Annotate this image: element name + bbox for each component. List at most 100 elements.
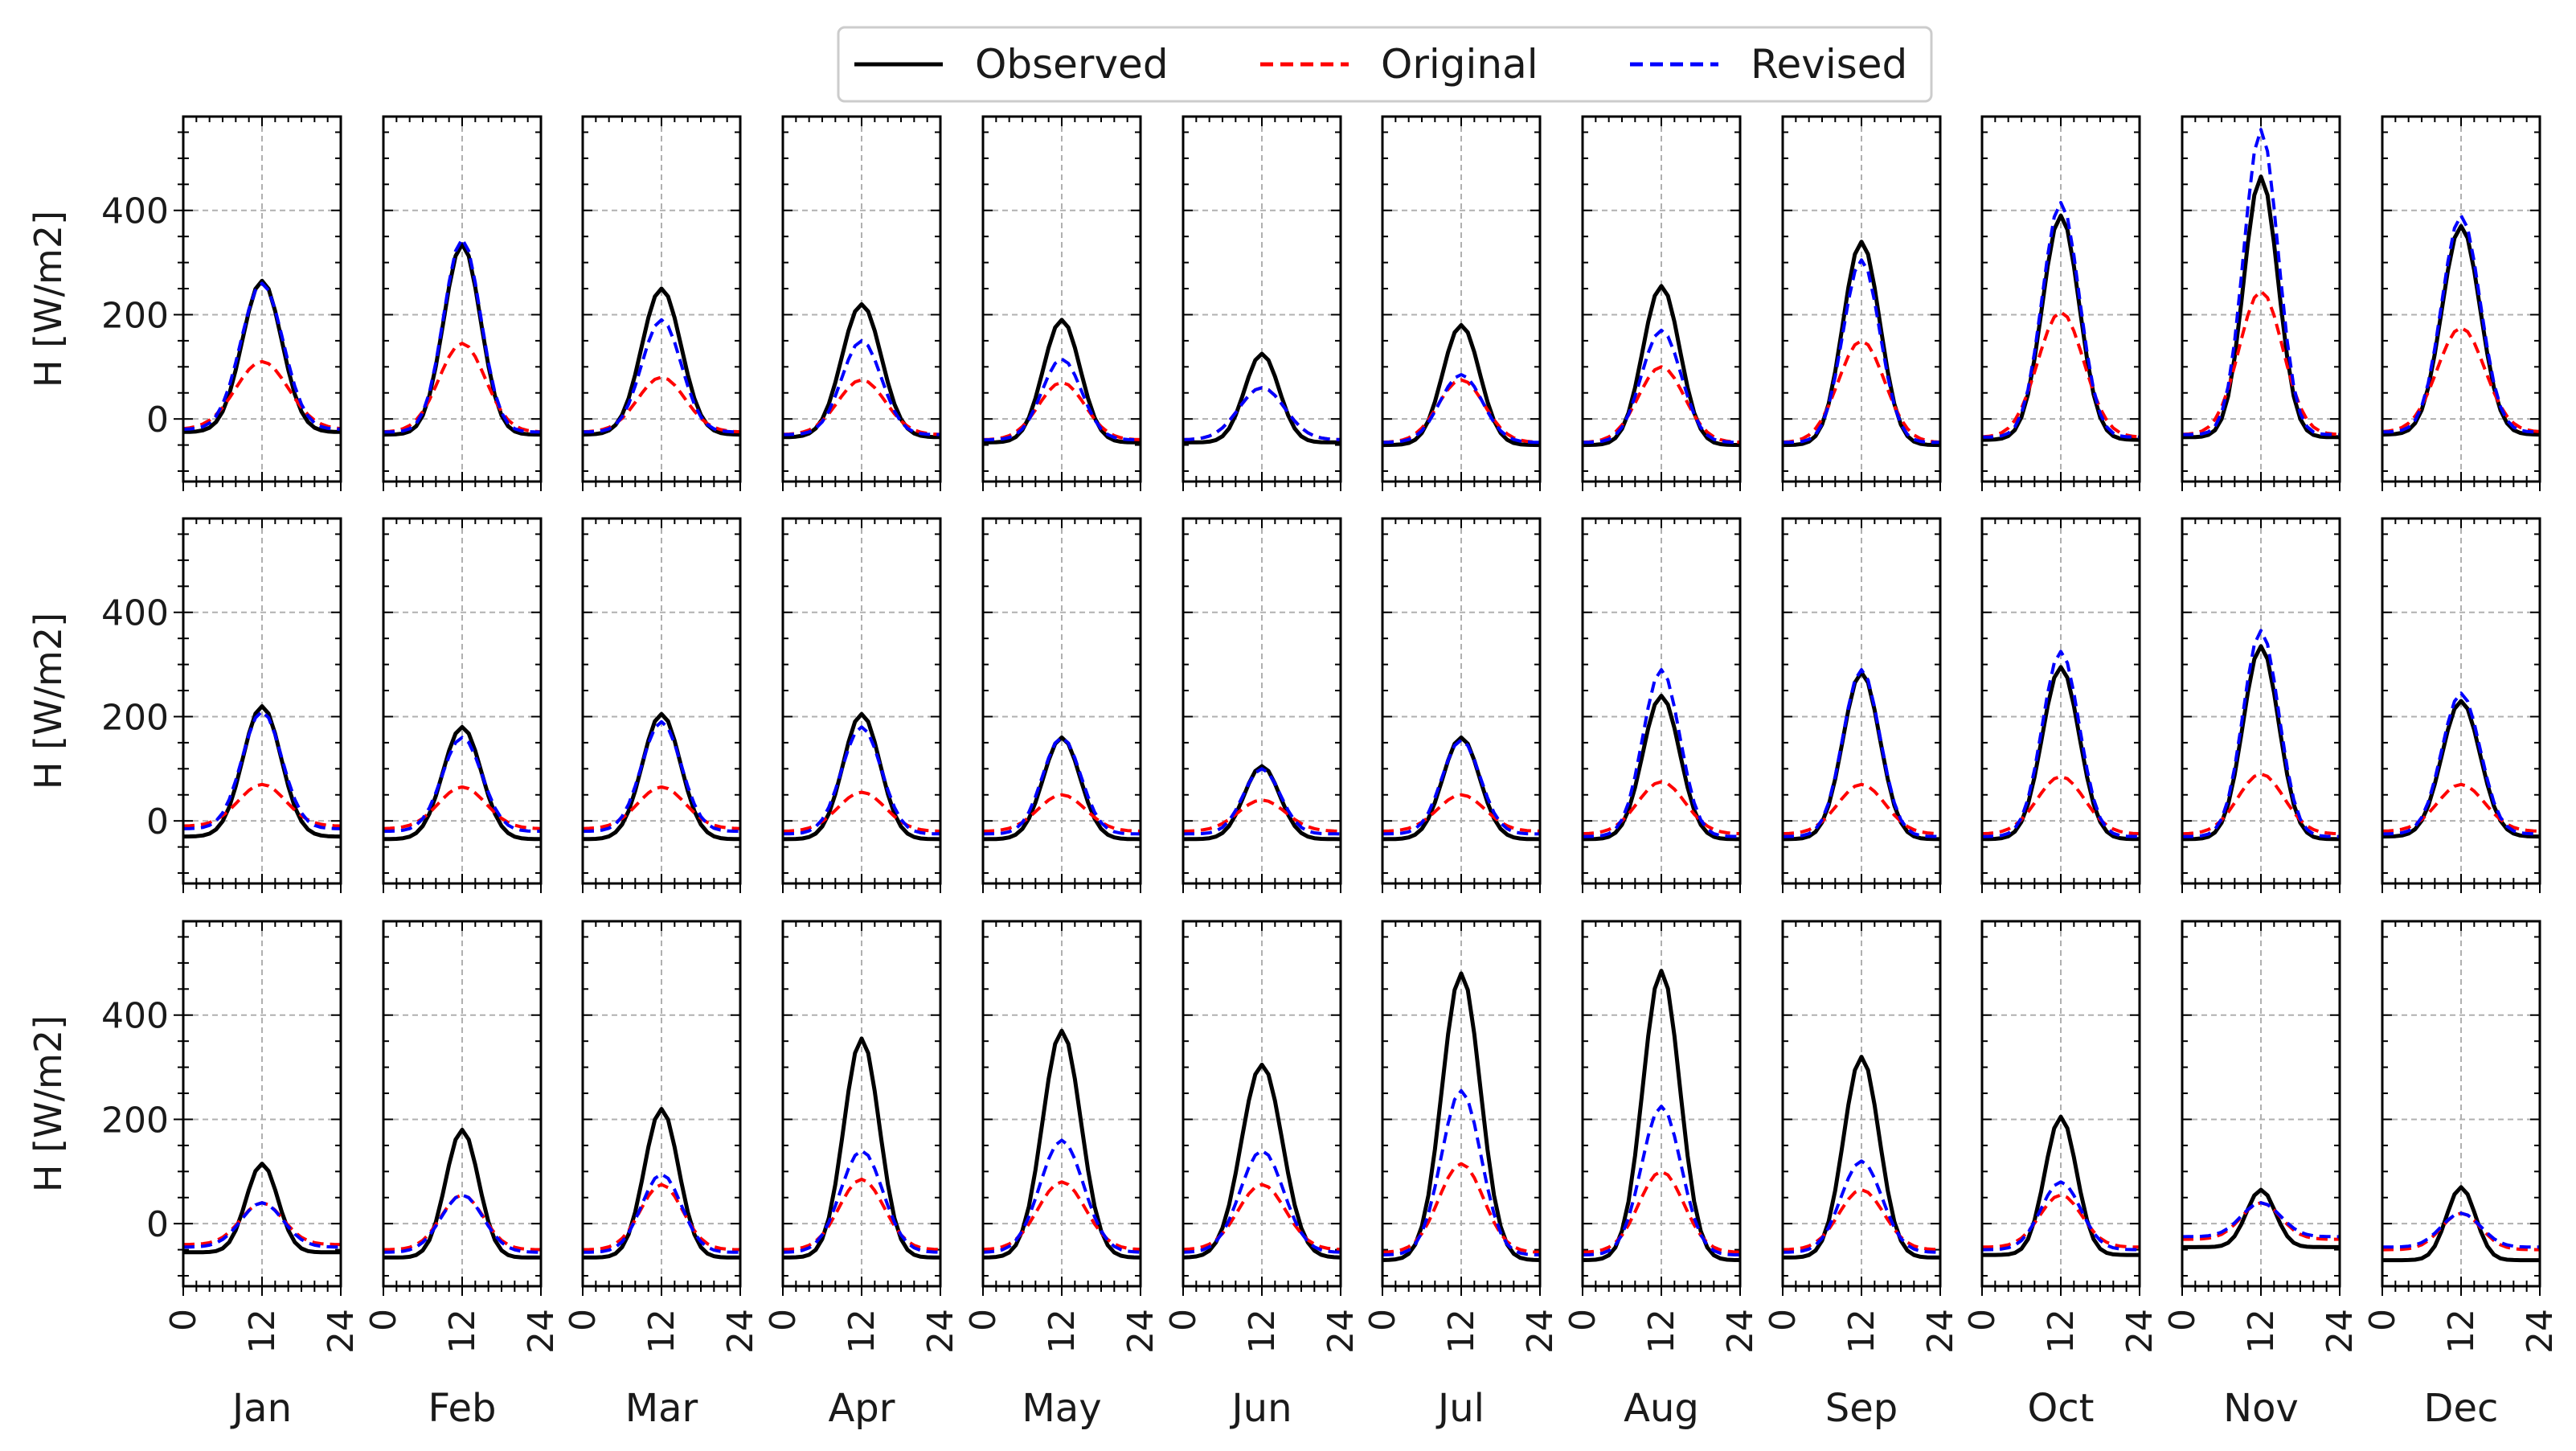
- series-original-may: [982, 793, 1141, 833]
- panel-frame: [581, 920, 742, 1288]
- series-revised-jan: [182, 710, 342, 830]
- series-original-sep: [1782, 782, 1941, 836]
- series-original-jul: [1382, 1162, 1541, 1254]
- series-original-oct: [1981, 775, 2140, 836]
- panel-nov-row2: [2181, 517, 2341, 893]
- x-tick-label: 12: [1641, 1309, 1682, 1354]
- panel-frame: [1182, 517, 1342, 885]
- x-tick-label: 24: [1120, 1309, 1161, 1354]
- x-tick-label: 24: [920, 1309, 961, 1354]
- panel-frame: [1581, 920, 1742, 1288]
- panel-frame: [581, 517, 742, 885]
- panel-oct-row2: [1980, 517, 2141, 893]
- series-observed-apr: [783, 1036, 940, 1260]
- x-tick-label: 12: [641, 1309, 682, 1354]
- panel-jan-row3: 0 200 400 H [W/m2] 0 12 24 Jan: [27, 920, 362, 1431]
- panel-frame: [2181, 920, 2341, 1288]
- series-revised-aug: [1582, 328, 1741, 445]
- panel-frame: [1781, 115, 1942, 483]
- y-axis-label: H [W/m2]: [27, 1015, 70, 1192]
- x-tick-label: 12: [2441, 1309, 2482, 1354]
- series-revised-may: [982, 357, 1141, 442]
- series-original-apr: [782, 790, 941, 833]
- x-tick-label: 24: [521, 1309, 562, 1354]
- series-observed-mar: [583, 1107, 740, 1260]
- x-tick-label: 24: [1520, 1309, 1561, 1354]
- panel-nov-row3: 0 12 24 Nov: [2162, 920, 2361, 1431]
- x-tick-label: 12: [842, 1309, 883, 1354]
- panel-frame: [182, 115, 342, 483]
- series-observed-jun: [1182, 764, 1341, 842]
- x-tick-label: 0: [1562, 1309, 1603, 1331]
- panel-frame: [182, 920, 342, 1288]
- series-revised-apr: [782, 725, 941, 836]
- x-tick-label: 12: [1841, 1309, 1882, 1354]
- panel-frame: [382, 115, 543, 483]
- x-tick-label: 0: [1163, 1309, 1204, 1331]
- panel-aug-row3: 0 12 24 Aug: [1562, 920, 1761, 1431]
- series-observed-may: [982, 1028, 1141, 1260]
- panel-frame: [1581, 115, 1742, 483]
- month-label-jul: Jul: [1435, 1386, 1485, 1431]
- panel-frame: [781, 920, 942, 1288]
- series-revised-jan: [182, 281, 342, 431]
- month-label-dec: Dec: [2424, 1386, 2499, 1431]
- x-tick-label: 24: [1720, 1309, 1761, 1354]
- series-original-dec: [2381, 326, 2541, 433]
- panel-frame: [382, 517, 543, 885]
- month-label-mar: Mar: [625, 1386, 698, 1431]
- month-label-aug: Aug: [1624, 1386, 1699, 1431]
- panel-nov-row1: [2181, 115, 2341, 491]
- series-observed-jun: [1182, 351, 1341, 445]
- series-revised-apr: [782, 1149, 941, 1254]
- series-original-jan: [182, 782, 342, 828]
- panel-grid: 0 200 400 H [W/m2] 0 200 400 H [W/m2] 0 200 400 H […: [27, 115, 2561, 1431]
- series-observed-jan: [182, 704, 342, 839]
- series-observed-may: [982, 735, 1141, 842]
- panel-frame: [781, 517, 942, 885]
- panel-mar-row1: [581, 115, 742, 491]
- month-label-nov: Nov: [2223, 1386, 2299, 1431]
- panel-jun-row1: [1182, 115, 1342, 491]
- series-original-feb: [383, 342, 542, 434]
- panel-frame: [581, 115, 742, 483]
- panel-may-row2: [981, 517, 1142, 893]
- x-tick-label: 0: [2362, 1309, 2403, 1331]
- series-revised-nov: [2182, 128, 2340, 437]
- panel-frame: [981, 115, 1142, 483]
- panel-frame: [2181, 517, 2341, 885]
- month-label-feb: Feb: [428, 1386, 497, 1431]
- x-tick-label: 12: [442, 1309, 483, 1354]
- panel-mar-row2: [581, 517, 742, 893]
- x-tick-label: 0: [1362, 1309, 1403, 1331]
- legend-label-observed: Observed: [975, 41, 1169, 88]
- series-revised-may: [982, 736, 1141, 836]
- y-axis-label: H [W/m2]: [27, 613, 70, 789]
- x-tick-label: 0: [763, 1309, 804, 1331]
- x-tick-label: 24: [2119, 1309, 2160, 1354]
- panel-frame: [1781, 920, 1942, 1288]
- series-revised-aug: [1582, 1105, 1741, 1256]
- series-observed-jan: [183, 1162, 341, 1255]
- x-tick-label: 0: [563, 1309, 604, 1331]
- series-observed-feb: [383, 724, 541, 842]
- panel-mar-row3: 0 12 24 Mar: [563, 920, 761, 1431]
- series-revised-jul: [1382, 373, 1541, 445]
- x-tick-label: 24: [321, 1309, 362, 1354]
- series-observed-oct: [1982, 1114, 2140, 1257]
- series-revised-aug: [1582, 668, 1741, 838]
- series-revised-oct: [1981, 650, 2140, 838]
- panel-frame: [981, 517, 1142, 885]
- series-observed-jan: [182, 278, 342, 434]
- series-revised-jun: [1182, 767, 1341, 836]
- series-original-sep: [1782, 1188, 1941, 1252]
- panel-frame: [2381, 517, 2541, 885]
- panel-frame: [2181, 115, 2341, 483]
- series-original-aug: [1582, 365, 1741, 445]
- series-observed-nov: [2181, 644, 2341, 842]
- panel-oct-row3: 0 12 24 Oct: [1962, 920, 2160, 1431]
- series-observed-mar: [583, 711, 740, 842]
- series-observed-may: [983, 318, 1141, 445]
- legend: Observed Original Revised: [837, 26, 1933, 103]
- month-label-sep: Sep: [1825, 1386, 1898, 1431]
